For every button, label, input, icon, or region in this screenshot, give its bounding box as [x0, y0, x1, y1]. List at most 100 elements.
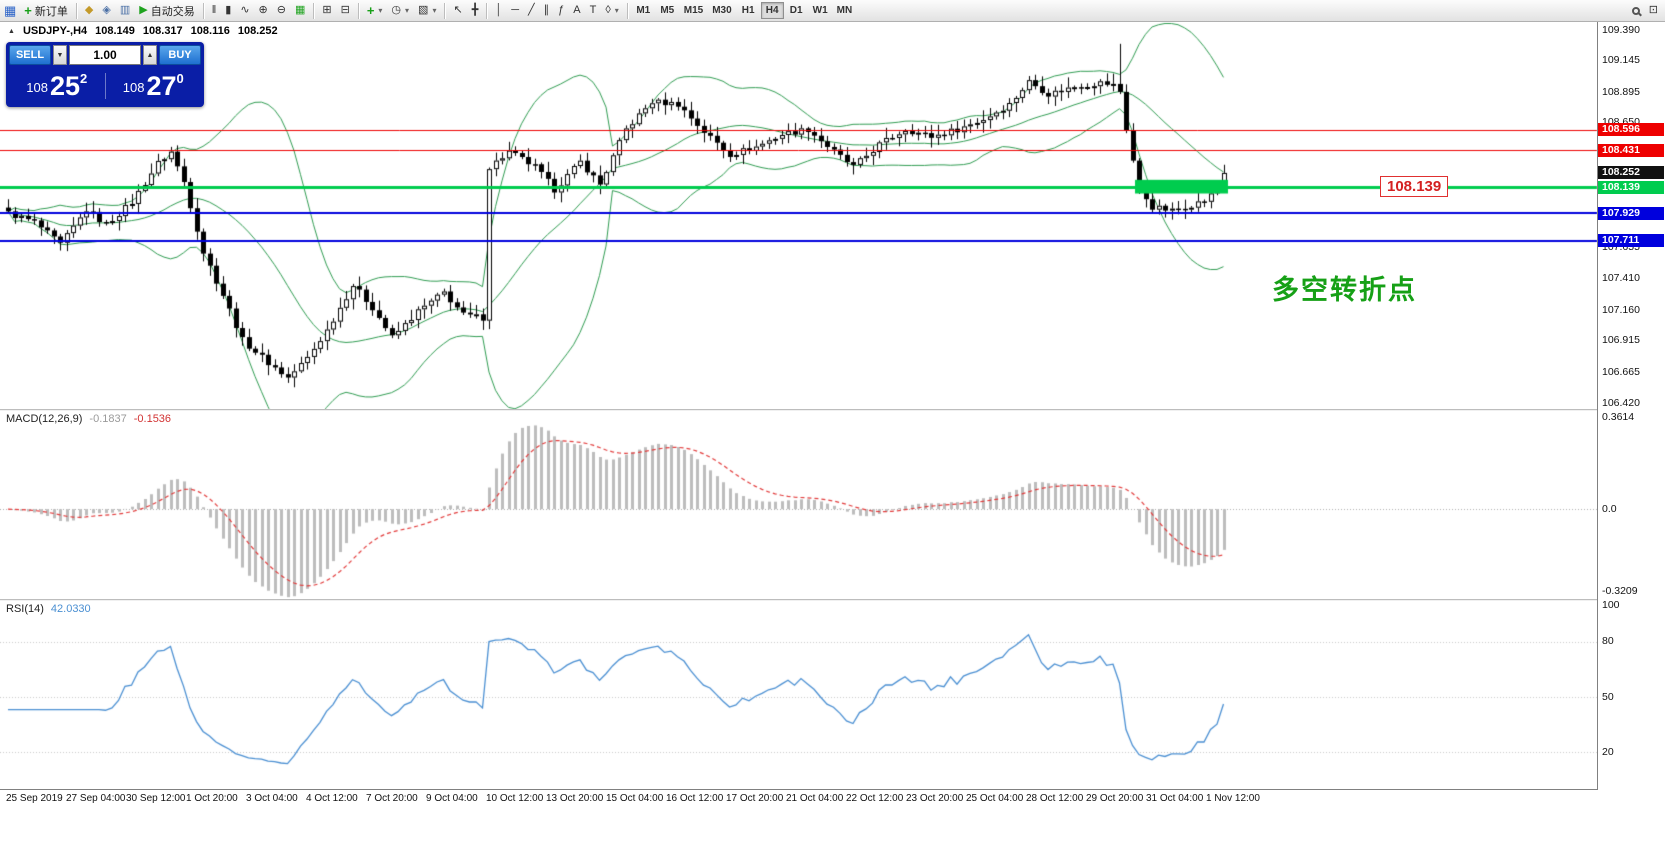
volume-increase-button[interactable]: ▲ — [143, 45, 157, 65]
navigator-icon: ◈ — [102, 4, 111, 16]
candlestick-button[interactable]: ▮ — [221, 1, 235, 20]
timeframe-m5-button[interactable]: M5 — [656, 2, 679, 19]
macd-signal-value: -0.1536 — [133, 413, 172, 425]
terminal-button[interactable]: ▥ — [116, 1, 134, 20]
text-icon: A — [573, 4, 581, 16]
timeframe-m15-button[interactable]: M15 — [680, 2, 707, 19]
price-axis-border — [1597, 22, 1598, 790]
buy-button[interactable]: BUY — [159, 45, 201, 65]
macd-value: -0.1837 — [89, 413, 127, 425]
price-line-tag: 108.431 — [1598, 143, 1664, 157]
new-order-icon: + — [24, 3, 32, 18]
navigator-button[interactable]: ◈ — [98, 1, 114, 20]
channel-button[interactable]: ∥ — [540, 1, 554, 20]
market-watch-icon: ◆ — [84, 4, 94, 16]
text-label-icon: T — [589, 4, 597, 16]
timeframe-h1-button[interactable]: H1 — [737, 2, 760, 19]
price-axis-label: 106.665 — [1602, 365, 1640, 378]
time-axis-label: 16 Oct 12:00 — [666, 793, 724, 804]
horizontal-line-button[interactable]: ─ — [507, 1, 523, 20]
timeframe-d1-button[interactable]: D1 — [785, 2, 808, 19]
fibonacci-button[interactable]: ƒ — [554, 1, 568, 20]
price-axis-label: 109.145 — [1602, 54, 1640, 67]
macd-panel-resize-handle[interactable] — [0, 409, 1665, 411]
candlestick-icon: ▮ — [225, 4, 232, 16]
bid-prefix: 108 — [26, 80, 48, 95]
time-axis-label: 30 Sep 12:00 — [126, 793, 186, 804]
market-watch-button[interactable]: ◆ — [81, 1, 97, 20]
high-value: 108.317 — [142, 25, 183, 37]
rsi-name: RSI(14) — [6, 603, 44, 615]
volume-decrease-button[interactable]: ▼ — [53, 45, 67, 65]
macd-axis-label: 0.0 — [1602, 502, 1617, 515]
grid-icon: ▦ — [294, 4, 306, 16]
cascade-windows-button[interactable]: ⊞ — [318, 1, 335, 20]
sell-button[interactable]: SELL — [9, 45, 51, 65]
templates-button[interactable]: ▧ ▾ — [414, 1, 440, 20]
timeframe-m30-button[interactable]: M30 — [708, 2, 735, 19]
rsi-panel-resize-handle[interactable] — [0, 599, 1665, 601]
tile-windows-button[interactable]: ⊟ — [337, 1, 354, 20]
symbol-period-label: USDJPY-,H4 — [22, 25, 88, 37]
one-click-trading-panel: SELL ▼ ▲ BUY 108 25 2 108 27 0 — [6, 42, 204, 107]
line-chart-button[interactable]: ∿ — [236, 1, 253, 20]
toolbar-separator — [202, 2, 204, 19]
timeframe-w1-button[interactable]: W1 — [809, 2, 832, 19]
channel-icon: ∥ — [543, 4, 550, 16]
ask-price[interactable]: 108 27 0 — [106, 71, 202, 100]
data-window-button[interactable]: ⊡ — [1645, 1, 1662, 20]
cursor-button[interactable]: ↖ — [449, 1, 466, 20]
time-axis-label: 28 Oct 12:00 — [1026, 793, 1084, 804]
periods-button[interactable]: ◷ ▾ — [387, 1, 413, 20]
ask-pipette: 0 — [176, 71, 184, 86]
data-window-icon: ⊡ — [1648, 4, 1658, 16]
price-line-tag: 107.929 — [1598, 206, 1664, 220]
price-axis-label: 107.410 — [1602, 272, 1640, 285]
timeframe-m1-button[interactable]: M1 — [632, 2, 655, 19]
dropdown-caret-icon: ▾ — [432, 6, 437, 15]
rsi-axis-label: 80 — [1602, 635, 1614, 648]
main-toolbar: ▦ + 新订单 ◆ ◈ ▥ ▶ 自动交易 ‖ ▮ ∿ ⊕ ⊖ ▦ ⊞ ⊟ + ▾ … — [0, 0, 1665, 22]
vertical-line-button[interactable]: │ — [491, 1, 506, 20]
vertical-line-icon: │ — [495, 4, 503, 16]
autotrading-label: 自动交易 — [150, 5, 195, 18]
indicators-button[interactable]: + ▾ — [363, 1, 387, 20]
open-value: 108.149 — [95, 25, 135, 37]
trendline-button[interactable]: ╱ — [524, 1, 539, 20]
zoom-out-button[interactable]: ⊖ — [273, 1, 290, 20]
timeframe-mn-button[interactable]: MN — [833, 2, 857, 19]
time-axis[interactable]: 25 Sep 2019 27 Sep 04:00 30 Sep 12:00 1 Oct… — [0, 789, 1597, 807]
cascade-icon: ⊞ — [322, 4, 332, 16]
time-axis-label: 25 Sep 2019 — [6, 793, 63, 804]
autotrading-button[interactable]: ▶ 自动交易 — [135, 1, 198, 20]
bar-chart-button[interactable]: ‖ — [208, 1, 221, 20]
new-order-button[interactable]: + 新订单 — [20, 1, 72, 20]
text-label-button[interactable]: T — [586, 1, 601, 20]
current-price-tag: 108.252 — [1598, 166, 1664, 180]
shapes-icon: ◊ — [605, 4, 611, 16]
time-axis-label: 25 Oct 04:00 — [966, 793, 1024, 804]
macd-name: MACD(12,26,9) — [6, 413, 83, 425]
bid-price[interactable]: 108 25 2 — [9, 71, 105, 100]
toolbar-separator — [444, 2, 446, 19]
new-order-label: 新订单 — [34, 5, 68, 18]
time-axis-label: 1 Nov 12:00 — [1206, 793, 1260, 804]
shapes-button[interactable]: ◊ ▾ — [601, 1, 622, 20]
chart-grid-button[interactable]: ▦ — [291, 1, 309, 20]
price-axis[interactable]: 109.390109.145108.895108.650107.655107.4… — [1598, 22, 1665, 858]
turning-point-annotation: 多空转折点 — [1272, 275, 1417, 305]
rsi-axis-label: 100 — [1602, 598, 1620, 611]
rsi-indicator-label: RSI(14) 42.0330 — [6, 603, 91, 615]
price-divider — [104, 72, 106, 99]
text-button[interactable]: A — [569, 1, 584, 20]
search-button[interactable] — [1628, 1, 1644, 20]
crosshair-button[interactable]: ╋ — [468, 1, 483, 20]
volume-input[interactable] — [69, 45, 141, 65]
crosshair-icon: ╋ — [471, 4, 479, 16]
timeframe-h4-button[interactable]: H4 — [760, 2, 784, 19]
toolbar-separator — [357, 2, 359, 19]
line-chart-icon: ∿ — [240, 4, 250, 16]
zoom-in-button[interactable]: ⊕ — [255, 1, 272, 20]
zoom-in-icon: ⊕ — [258, 4, 268, 16]
